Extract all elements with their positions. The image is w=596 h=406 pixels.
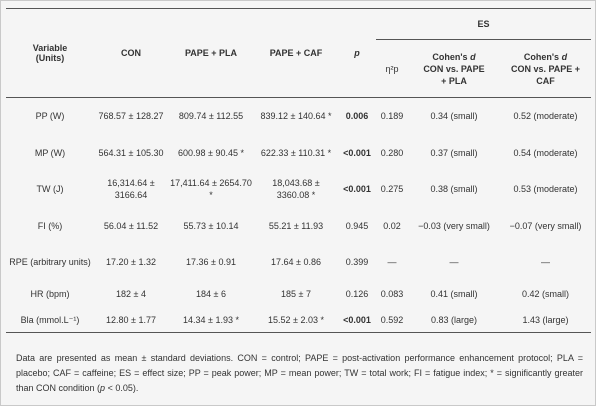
header-p: p xyxy=(338,8,376,98)
cell-caf: 17.64 ± 0.86 xyxy=(271,257,321,267)
table-row-fi: FI (%) 56.04 ± 11.52 55.73 ± 10.14 55.21… xyxy=(6,207,591,244)
cell-caf: 185 ± 7 xyxy=(281,288,311,299)
cell-p: 0.126 xyxy=(345,288,369,299)
header-cohen-pla-a: Cohen's xyxy=(432,51,468,62)
header-cohen-caf-c: CAF xyxy=(536,75,555,86)
cell-eta: — xyxy=(387,257,397,267)
cell-p: 0.945 xyxy=(345,220,369,231)
cell-caf: 622.33 ± 110.31 * xyxy=(260,147,332,158)
header-cohen-pla-c: + PLA xyxy=(441,75,467,86)
cell-d1: 0.37 (small) xyxy=(430,147,478,158)
cell-d1: 0.38 (small) xyxy=(430,184,478,194)
header-es: ES xyxy=(376,8,592,40)
header-pape-pla: PAPE + PLA xyxy=(168,8,254,98)
footnote-text-end: < 0.05). xyxy=(105,383,139,393)
table-row-bla: Bla (mmol.L⁻¹) 12.80 ± 1.77 14.34 ± 1.93… xyxy=(6,307,592,333)
cell-eta: 0.083 xyxy=(380,288,404,299)
header-con: CON xyxy=(94,8,168,98)
table-row-rpe: RPE (arbitrary units) 17.20 ± 1.32 17.36… xyxy=(6,244,591,280)
cell-p: <0.001 xyxy=(338,307,376,333)
cell-variable: Bla (mmol.L⁻¹) xyxy=(6,307,94,333)
cell-eta: 0.02 xyxy=(383,220,401,231)
header-cohen-caf-a: Cohen's xyxy=(523,51,560,62)
cell-con: 564.31 ± 105.30 xyxy=(98,147,164,158)
results-table: Variable (Units) CON PAPE + PLA PAPE + C… xyxy=(6,8,592,333)
header-variable-label: Variable xyxy=(32,43,68,53)
cell-eta: 0.275 xyxy=(380,184,404,194)
cell-d1: 0.83 (large) xyxy=(408,307,500,333)
cell-pla: 184 ± 6 xyxy=(196,288,226,299)
header-cohen-caf-b: CON vs. PAPE + xyxy=(510,63,581,74)
cell-d2: — xyxy=(541,257,551,267)
cell-d1: −0.03 (very small) xyxy=(418,220,490,231)
cell-con: 56.04 ± 11.52 xyxy=(103,220,159,231)
cell-d2: 0.54 (moderate) xyxy=(513,147,578,158)
header-pape-caf: PAPE + CAF xyxy=(254,8,338,98)
table-row-tw: TW (J) 16,314.64 ± 3166.64 17,411.64 ± 2… xyxy=(6,171,591,207)
cell-pla: 600.98 ± 90.45 * xyxy=(178,147,244,158)
cell-variable: MP (W) xyxy=(34,147,66,158)
header-cohen-caf: Cohen's d CON vs. PAPE + CAF xyxy=(500,39,592,98)
cell-eta: 0.280 xyxy=(380,147,404,158)
cell-con: 12.80 ± 1.77 xyxy=(94,307,168,333)
table-row-mp: MP (W) 564.31 ± 105.30 600.98 ± 90.45 * … xyxy=(6,134,591,171)
cell-variable: FI (%) xyxy=(37,220,63,231)
header-cohen-pla: Cohen's d CON vs. PAPE + PLA xyxy=(408,39,500,98)
cell-p: 0.006 xyxy=(345,111,369,121)
cell-variable: TW (J) xyxy=(36,184,64,194)
table-footnote: Data are presented as mean ± standard de… xyxy=(16,351,583,396)
header-eta: η²p xyxy=(376,39,408,98)
cell-pla: 14.34 ± 1.93 * xyxy=(168,307,254,333)
table-row-pp: PP (W) 768.57 ± 128.27 809.74 ± 112.55 8… xyxy=(6,98,591,135)
cell-caf: 15.52 ± 2.03 * xyxy=(254,307,338,333)
cell-d1: 0.41 (small) xyxy=(430,288,478,299)
cell-variable: HR (bpm) xyxy=(30,288,70,299)
cell-pla: 17,411.64 ± 2654.70 * xyxy=(170,178,252,200)
cell-con: 17.20 ± 1.32 xyxy=(106,257,156,267)
cell-caf: 839.12 ± 140.64 * xyxy=(260,111,332,121)
cell-eta: 0.592 xyxy=(376,307,408,333)
header-variable: Variable (Units) xyxy=(6,8,94,98)
cell-eta: 0.189 xyxy=(380,111,404,121)
header-cohen-pla-b: CON vs. PAPE xyxy=(423,63,485,74)
cell-pla: 55.73 ± 10.14 xyxy=(183,220,239,231)
table-row-hr: HR (bpm) 182 ± 4 184 ± 6 185 ± 7 0.126 0… xyxy=(6,280,591,307)
cell-con: 768.57 ± 128.27 xyxy=(98,111,164,121)
cell-pla: 809.74 ± 112.55 xyxy=(178,111,244,121)
header-cohen-pla-d: d xyxy=(470,51,476,62)
cell-variable: RPE (arbitrary units) xyxy=(9,257,91,267)
cell-caf: 55.21 ± 11.93 xyxy=(268,220,324,231)
header-cohen-caf-d: d xyxy=(561,51,568,62)
header-units-label: (Units) xyxy=(35,53,65,63)
cell-con: 182 ± 4 xyxy=(116,288,146,299)
cell-p: <0.001 xyxy=(343,147,371,158)
cell-p: 0.399 xyxy=(345,257,369,267)
cell-pla: 17.36 ± 0.91 xyxy=(186,257,236,267)
cell-d1: 0.34 (small) xyxy=(430,111,478,121)
footnote-p: p xyxy=(100,383,106,393)
cell-d2: −0.07 (very small) xyxy=(509,220,582,231)
cell-con: 16,314.64 ± 3166.64 xyxy=(107,178,155,200)
cell-variable: PP (W) xyxy=(35,111,65,121)
cell-d2: 0.52 (moderate) xyxy=(513,111,578,121)
cell-caf: 18,043.68 ± 3360.08 * xyxy=(272,178,320,200)
cell-d2: 0.53 (moderate) xyxy=(513,184,578,194)
cell-d2: 1.43 (large) xyxy=(500,307,592,333)
cell-d1: — xyxy=(449,257,459,267)
cell-p: <0.001 xyxy=(343,184,371,194)
footnote-text: Data are presented as mean ± standard de… xyxy=(16,353,583,393)
cell-d2: 0.42 (small) xyxy=(522,288,570,299)
